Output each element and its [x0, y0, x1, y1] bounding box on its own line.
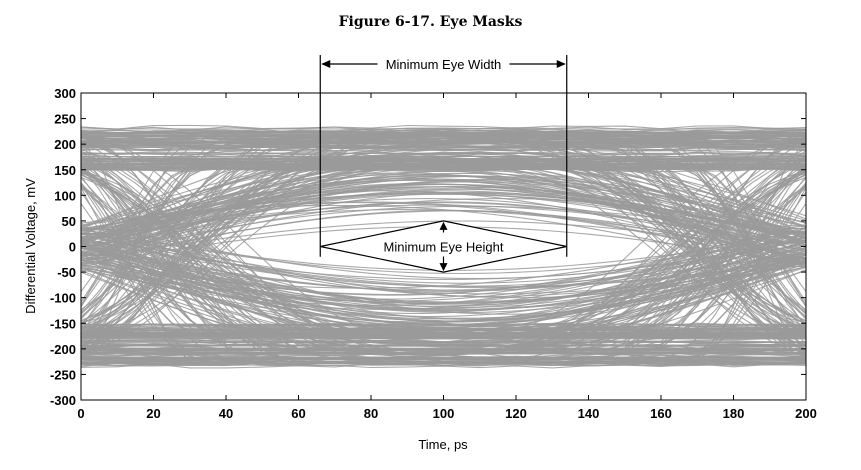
trace-falling-start — [81, 134, 806, 315]
trace-falling-start — [81, 133, 806, 358]
trace-rising-start — [81, 176, 806, 355]
trace-falling-start — [81, 132, 806, 354]
trace-falling-start — [81, 128, 806, 325]
trace-rising-start — [81, 158, 806, 358]
eye-height-arrowhead-up — [439, 221, 448, 230]
trace-falling-start — [81, 167, 806, 347]
trace-falling-start — [81, 165, 806, 307]
y-tick-label: -200 — [50, 342, 76, 357]
eye-mask-diamond — [320, 220, 567, 273]
trace-high — [81, 145, 806, 151]
trace-rising-start — [81, 154, 806, 330]
trace-eye-upper — [81, 190, 806, 261]
eye-height-label: Minimum Eye Height — [384, 240, 504, 255]
trace-rising-start — [81, 174, 806, 335]
y-tick-label: 0 — [69, 240, 76, 255]
y-tick-label: -50 — [57, 265, 76, 280]
axis-ticks: 0 20 40 60 80 100 120 140 160 180 200 300 250 200 150 1… — [50, 86, 817, 421]
trace-rising-start — [81, 140, 806, 340]
trace-rising-start — [81, 185, 806, 354]
eye-width-arrowhead-left — [321, 60, 331, 68]
trace-eye-lower — [81, 258, 806, 356]
figure-title: Figure 6-17. Eye Masks — [338, 14, 523, 30]
trace-falling-start — [81, 164, 806, 324]
x-tick-label: 100 — [433, 406, 455, 421]
y-tick-label: 200 — [54, 137, 76, 152]
y-tick-label: 150 — [54, 163, 76, 178]
x-tick-label: 60 — [291, 406, 305, 421]
eye-width-label: Minimum Eye Width — [386, 57, 502, 72]
trace-rising-start — [81, 191, 806, 334]
trace-rising-start — [81, 203, 806, 366]
trace-rising-start — [81, 182, 806, 336]
trace-falling-start — [81, 155, 806, 324]
trace-rising-start — [81, 158, 806, 346]
trace-rising-start — [81, 164, 806, 337]
trace-rising-start — [81, 184, 806, 364]
trace-rising-start — [81, 171, 806, 350]
x-tick-label: 120 — [505, 406, 527, 421]
trace-rising-start — [81, 221, 806, 360]
eye-height-arrowhead-down — [439, 263, 448, 272]
trace-eye-upper — [81, 175, 806, 238]
y-tick-label: -300 — [50, 393, 76, 408]
trace-rising-start — [81, 168, 806, 347]
eye-traces — [81, 124, 806, 369]
trace-eye-lower — [81, 239, 806, 280]
x-tick-label: 200 — [795, 406, 817, 421]
y-tick-label: -100 — [50, 291, 76, 306]
eye-width-arrowhead-right — [556, 60, 566, 68]
trace-falling-start — [81, 142, 806, 327]
x-axis-label: Time, ps — [418, 437, 468, 452]
y-tick-label: 100 — [54, 188, 76, 203]
mask-annotations: Minimum Eye Width Minimum Eye Height — [319, 55, 568, 273]
trace-eye-upper — [81, 183, 806, 244]
trace-falling-start — [81, 152, 806, 332]
x-tick-label: 0 — [77, 406, 84, 421]
x-tick-label: 160 — [650, 406, 672, 421]
x-tick-label: 40 — [219, 406, 233, 421]
trace-falling-start — [81, 135, 806, 335]
y-tick-label: -150 — [50, 316, 76, 331]
y-tick-label: 250 — [54, 112, 76, 127]
trace-falling-start — [81, 145, 806, 334]
trace-rising-start — [81, 169, 806, 351]
trace-falling-start — [81, 134, 806, 310]
x-tick-label: 80 — [364, 406, 378, 421]
x-tick-label: 140 — [578, 406, 600, 421]
trace-eye-upper — [81, 202, 806, 254]
trace-falling-start — [81, 160, 806, 324]
y-tick-label: 50 — [62, 214, 76, 229]
y-tick-label: -250 — [50, 367, 76, 382]
trace-eye-lower — [81, 243, 806, 327]
trace-falling-start — [81, 158, 806, 346]
y-axis-label: Differential Voltage, mV — [23, 178, 38, 314]
trace-falling-start — [81, 138, 806, 360]
x-tick-label: 20 — [146, 406, 160, 421]
y-tick-label: 300 — [54, 86, 76, 101]
trace-high — [81, 124, 806, 130]
x-tick-label: 180 — [723, 406, 745, 421]
trace-falling-start — [81, 141, 806, 314]
